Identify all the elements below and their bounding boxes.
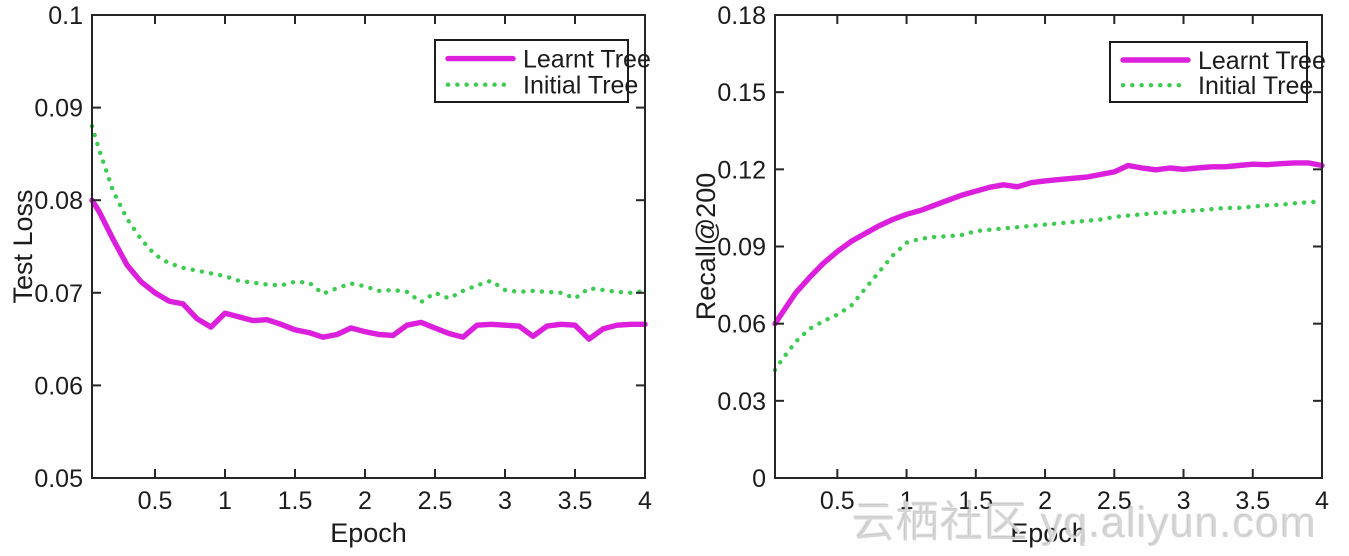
series-line-initial-tree	[772, 199, 1325, 373]
x-tick-label: 1	[218, 487, 232, 515]
y-tick-label: 0.15	[717, 79, 766, 107]
y-tick-label: 0.05	[34, 465, 83, 493]
series-line-initial-tree	[89, 123, 648, 305]
x-tick-label: 3	[498, 487, 512, 515]
y-axis-label: Test Loss	[8, 189, 38, 303]
legend-box	[434, 39, 629, 103]
x-tick-label: 1	[900, 487, 914, 515]
x-tick-label: 2	[1038, 487, 1052, 515]
y-tick-label: 0.06	[34, 372, 83, 400]
legend-box	[1109, 41, 1308, 103]
y-tick-label: 0	[752, 465, 766, 493]
x-axis-label: Epoch	[1010, 518, 1087, 548]
x-tick-label: 2.5	[418, 487, 453, 515]
x-tick-label: 3	[1177, 487, 1191, 515]
y-tick-label: 0.09	[34, 95, 83, 123]
y-axis-label: Recall@200	[691, 173, 721, 321]
x-tick-label: 0.5	[138, 487, 173, 515]
y-tick-label: 0.07	[34, 280, 83, 308]
plot-box	[91, 14, 646, 479]
legend-label: Learnt Tree	[1198, 47, 1326, 75]
x-tick-label: 4	[638, 487, 652, 515]
y-tick-label: 0.08	[34, 187, 83, 215]
series-line-learnt-tree	[772, 160, 1325, 327]
y-tick-label: 0.12	[717, 156, 766, 184]
legend-label: Initial Tree	[523, 72, 638, 100]
x-axis-label: Epoch	[330, 518, 407, 548]
x-tick-label: 3.5	[558, 487, 593, 515]
x-tick-label: 1.5	[958, 487, 993, 515]
x-tick-label: 1.5	[278, 487, 313, 515]
y-tick-label: 0.09	[717, 234, 766, 262]
legend-label: Learnt Tree	[523, 46, 651, 74]
x-tick-label: 2	[358, 487, 372, 515]
x-tick-label: 3.5	[1235, 487, 1270, 515]
y-tick-label: 0.06	[717, 311, 766, 339]
y-tick-label: 0.1	[48, 2, 83, 30]
x-tick-label: 4	[1315, 487, 1329, 515]
legend-label: Initial Tree	[1198, 72, 1313, 100]
y-tick-label: 0.18	[717, 2, 766, 30]
y-tick-label: 0.03	[717, 388, 766, 416]
series-line-learnt-tree	[89, 197, 648, 342]
x-tick-label: 2.5	[1097, 487, 1132, 515]
x-tick-label: 0.5	[820, 487, 855, 515]
